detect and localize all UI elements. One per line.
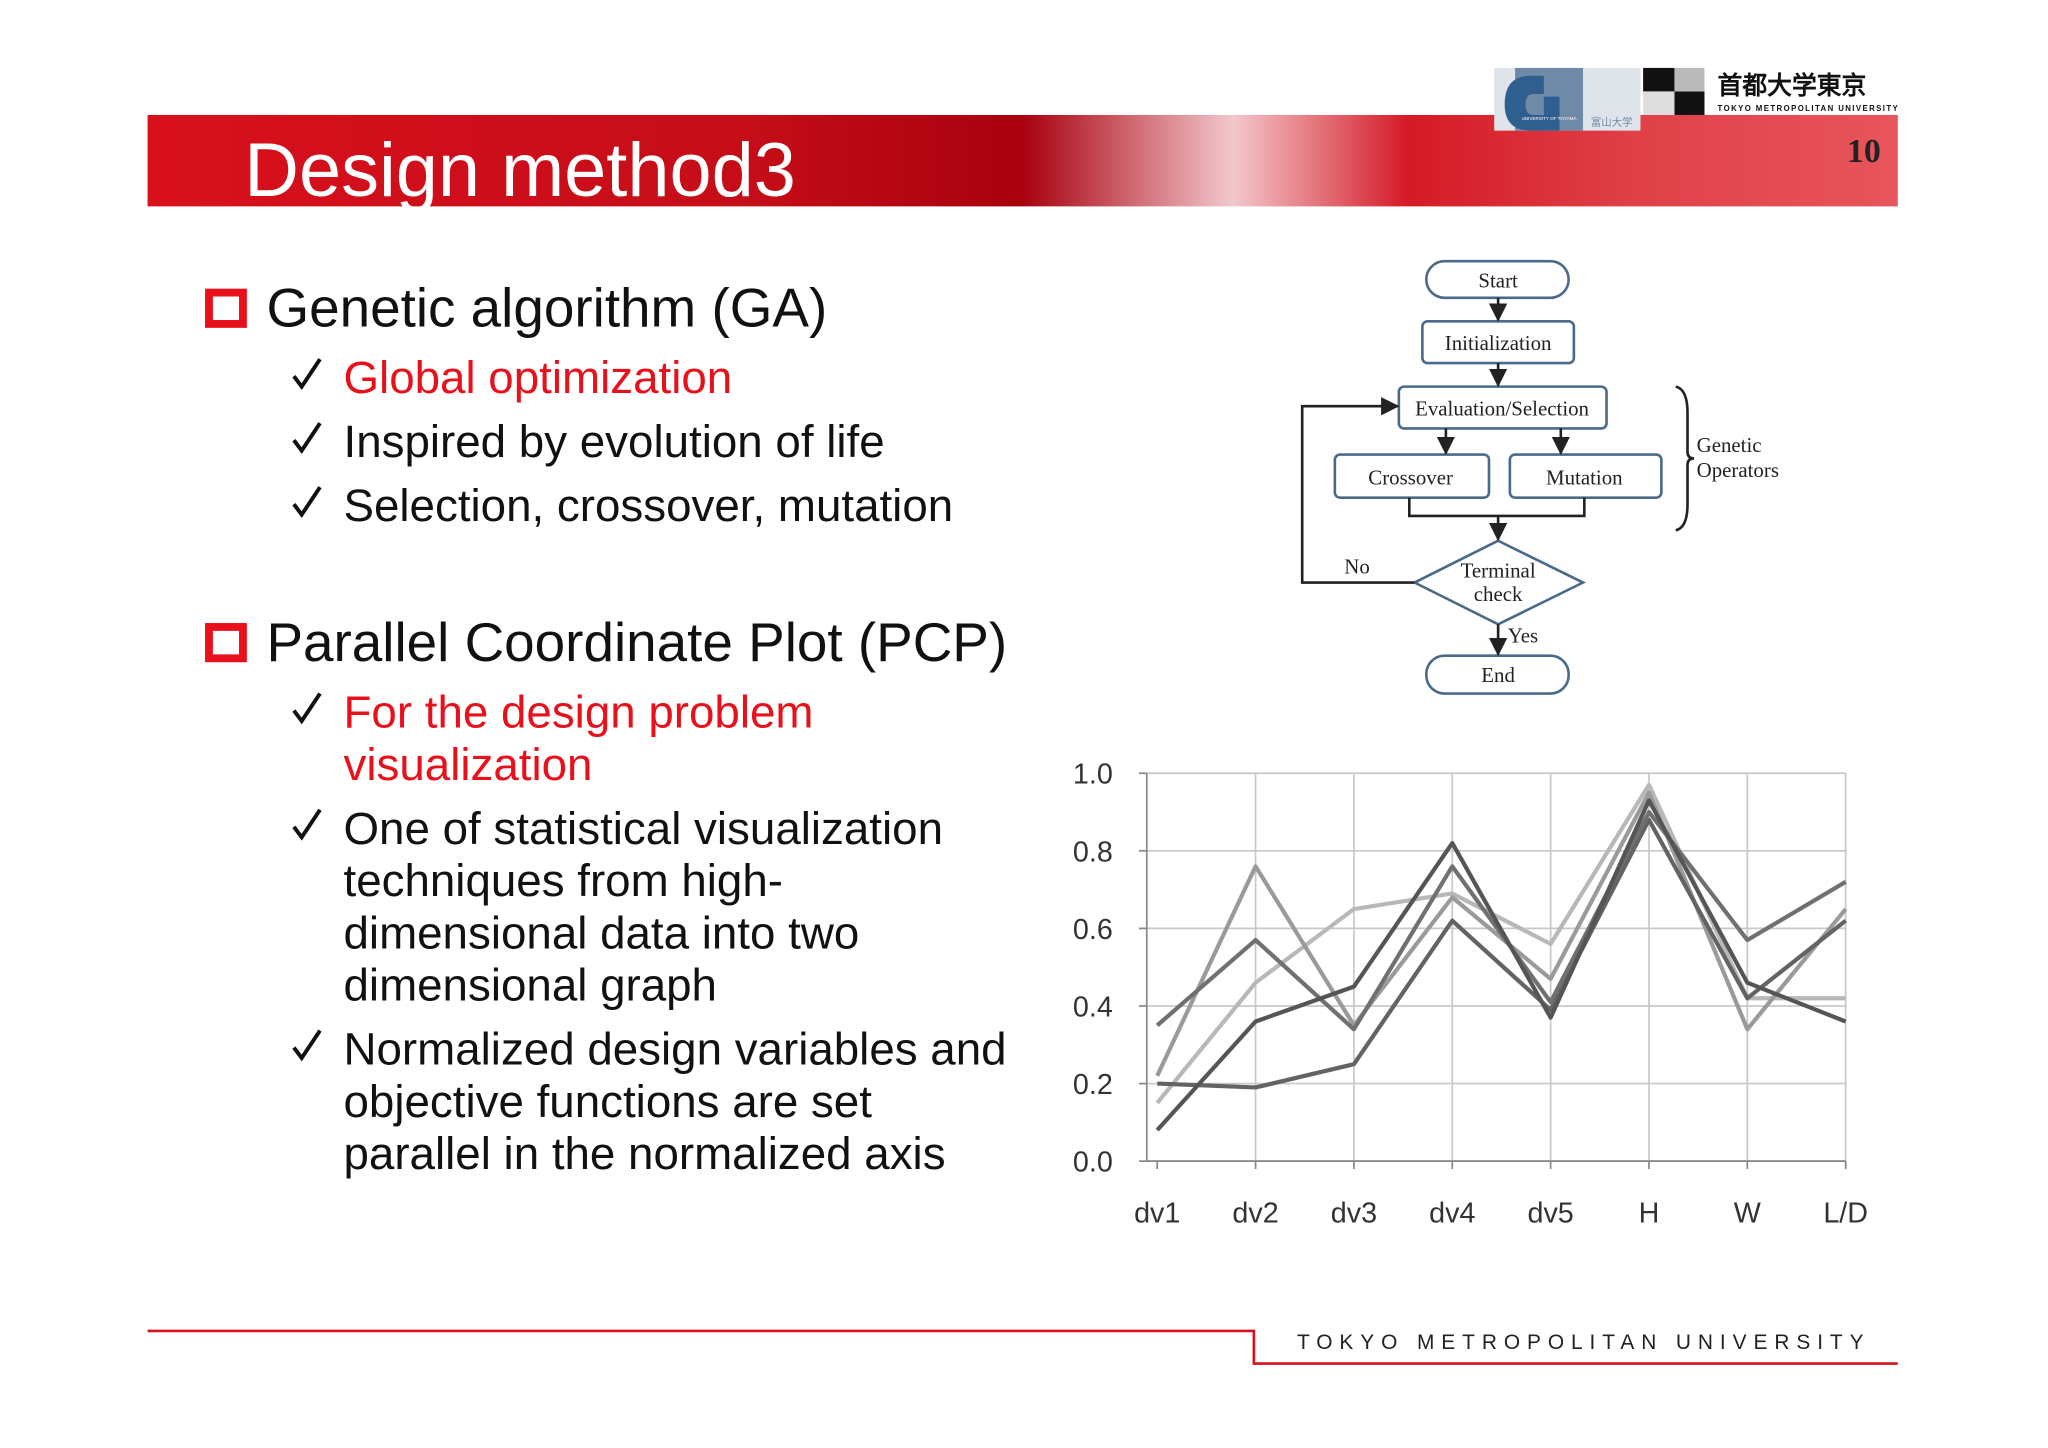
flow-label: Terminal <box>1461 558 1536 582</box>
flow-label: End <box>1481 663 1515 687</box>
flow-arrow <box>1408 497 1586 540</box>
flow-no: No <box>1344 554 1370 578</box>
x-tick-label: dv5 <box>1527 1198 1573 1230</box>
bullet-text: Normalized design variables and <box>344 1024 1007 1075</box>
slide-title: Design method3 <box>244 128 796 213</box>
bullet-text: For the design problem <box>344 687 814 738</box>
bullet-text: techniques from high- <box>344 855 784 906</box>
logos: UNIVERSITY OF TOYAMA 富山大学 首都大学東京 TOKYO M… <box>1494 67 1899 131</box>
check-mark <box>292 422 322 455</box>
series-line <box>1157 817 1847 1090</box>
series-line <box>1155 790 1848 1077</box>
footer-line <box>147 1329 1898 1365</box>
toyama-kanji: 富山大学 <box>1591 115 1633 128</box>
flow-label: Mutation <box>1546 466 1623 490</box>
section-heading: Parallel Coordinate Plot (PCP) <box>266 611 1007 673</box>
bullet-text: Global optimization <box>344 352 733 403</box>
y-tick-label: 0.6 <box>1073 914 1113 946</box>
chart: 0.0 0.2 0.4 0.6 0.8 1.0 dv1 dv2 dv3 dv4 dv5 H W L/D <box>1073 759 1868 1230</box>
flow-brace <box>1675 385 1695 532</box>
x-tick-label: H <box>1639 1198 1660 1230</box>
bullet-square <box>205 623 247 663</box>
section-heading: Genetic algorithm (GA) <box>266 277 827 339</box>
tmu-logo-subtext: TOKYO METROPOLITAN UNIVERSITY <box>1718 104 1899 113</box>
flow-label: Start <box>1478 268 1518 292</box>
flow-label: Crossover <box>1368 466 1453 490</box>
x-tick-label: W <box>1734 1198 1762 1230</box>
bullet-text: Inspired by evolution of life <box>344 416 885 467</box>
flow-group: Genetic <box>1697 433 1762 457</box>
bullet-text: dimensional graph <box>344 960 717 1011</box>
flow-node <box>1333 453 1491 499</box>
check-mark <box>292 358 322 391</box>
bullet-text: One of statistical visualization <box>344 803 944 854</box>
bullet-text: objective functions are set <box>344 1076 873 1127</box>
x-tick-label: dv4 <box>1429 1198 1475 1230</box>
y-tick-label: 0.8 <box>1073 836 1113 868</box>
flowchart: Start Initialization Evaluation/Selectio… <box>1300 259 1779 695</box>
flow-label: check <box>1474 582 1523 606</box>
x-tick-label: dv2 <box>1232 1198 1278 1230</box>
bullet-text: parallel in the normalized axis <box>344 1128 946 1179</box>
page-number: 10 <box>1847 133 1881 170</box>
y-tick-label: 0.4 <box>1073 991 1113 1023</box>
y-tick-label: 1.0 <box>1073 759 1113 791</box>
series-line <box>1155 782 1846 1105</box>
toyama-text: UNIVERSITY OF TOYAMA <box>1522 116 1578 121</box>
bullet-square <box>205 288 247 328</box>
flow-group: Operators <box>1697 458 1779 482</box>
bullet-text: Selection, crossover, mutation <box>344 480 954 531</box>
series-line <box>1155 798 1847 1132</box>
flow-yes: Yes <box>1508 624 1538 648</box>
y-tick-label: 0.0 <box>1073 1147 1113 1179</box>
check-mark <box>292 692 322 725</box>
x-tick-label: dv3 <box>1331 1198 1377 1230</box>
footer-text: TOKYO METROPOLITAN UNIVERSITY <box>1297 1331 1870 1354</box>
x-tick-label: L/D <box>1823 1198 1868 1230</box>
bullet-text: visualization <box>344 739 593 790</box>
check-mark <box>292 486 322 519</box>
y-tick-label: 0.2 <box>1073 1069 1113 1101</box>
x-tick-label: dv1 <box>1134 1198 1180 1230</box>
flow-arrow <box>1300 397 1415 584</box>
tmu-logo-text: 首都大学東京 <box>1718 71 1867 100</box>
check-mark <box>292 1029 322 1062</box>
check-mark <box>292 808 322 841</box>
bullet-text: dimensional data into two <box>344 907 860 958</box>
bullets: Genetic algorithm (GA) Global optimizatio… <box>205 277 1007 1179</box>
flow-label: Evaluation/Selection <box>1415 396 1589 420</box>
flow-label: Initialization <box>1445 331 1552 355</box>
